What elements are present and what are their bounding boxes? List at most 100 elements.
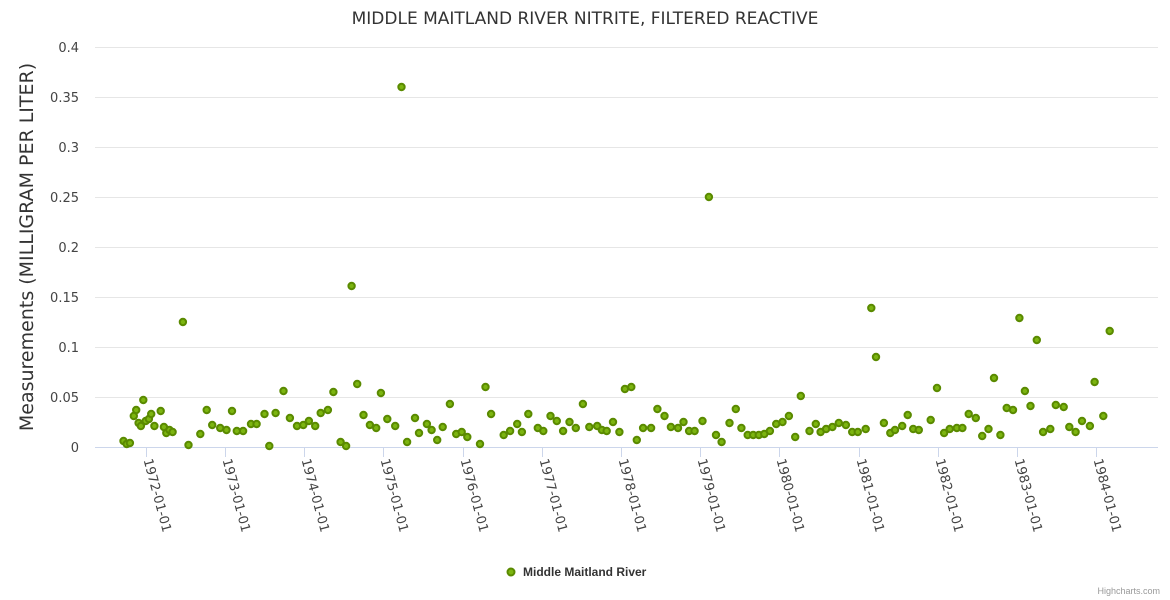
data-point[interactable] <box>1015 313 1024 323</box>
data-point[interactable] <box>834 418 843 428</box>
data-point[interactable] <box>1008 405 1018 415</box>
data-point[interactable] <box>679 417 688 427</box>
data-point[interactable] <box>1085 421 1095 431</box>
data-point[interactable] <box>1032 335 1042 345</box>
data-point[interactable] <box>147 409 156 419</box>
data-point[interactable] <box>311 421 320 431</box>
data-point[interactable] <box>397 82 406 92</box>
data-point[interactable] <box>347 281 356 291</box>
data-point[interactable] <box>260 409 269 419</box>
data-point[interactable] <box>422 419 432 429</box>
data-point[interactable] <box>445 399 455 409</box>
data-point[interactable] <box>353 379 362 389</box>
data-point[interactable] <box>139 395 148 405</box>
data-point[interactable] <box>627 382 636 392</box>
data-point[interactable] <box>524 409 533 419</box>
data-point[interactable] <box>285 413 295 423</box>
data-point[interactable] <box>704 192 714 202</box>
data-point[interactable] <box>486 409 496 419</box>
data-point[interactable] <box>341 441 351 451</box>
data-point[interactable] <box>765 426 775 436</box>
data-point[interactable] <box>427 425 436 435</box>
data-point[interactable] <box>457 427 466 437</box>
data-point[interactable] <box>481 382 490 392</box>
data-point[interactable] <box>778 417 787 427</box>
data-point[interactable] <box>359 410 368 420</box>
data-point[interactable] <box>316 408 325 418</box>
data-point[interactable] <box>926 415 935 425</box>
data-point[interactable] <box>731 404 740 414</box>
data-point[interactable] <box>932 383 942 393</box>
data-point[interactable] <box>517 427 527 437</box>
data-point[interactable] <box>150 421 159 431</box>
data-point[interactable] <box>1065 422 1074 432</box>
data-point[interactable] <box>571 423 580 433</box>
data-point[interactable] <box>737 423 746 433</box>
data-point[interactable] <box>698 416 707 426</box>
data-point[interactable] <box>265 441 274 451</box>
data-point[interactable] <box>299 420 308 430</box>
data-point[interactable] <box>391 421 400 431</box>
data-point[interactable] <box>552 416 561 426</box>
data-point[interactable] <box>632 435 641 445</box>
data-point[interactable] <box>252 419 261 429</box>
data-point[interactable] <box>608 417 618 427</box>
data-point[interactable] <box>438 422 447 432</box>
data-point[interactable] <box>222 425 231 435</box>
data-point[interactable] <box>1051 400 1061 410</box>
data-point[interactable] <box>323 405 333 415</box>
data-point[interactable] <box>433 435 442 445</box>
data-point[interactable] <box>1077 416 1087 426</box>
data-point[interactable] <box>475 439 485 449</box>
data-point[interactable] <box>871 352 881 362</box>
data-point[interactable] <box>156 406 165 416</box>
data-point[interactable] <box>971 413 980 423</box>
data-point[interactable] <box>558 426 568 436</box>
data-point[interactable] <box>791 432 800 442</box>
data-point[interactable] <box>666 422 676 432</box>
data-point[interactable] <box>132 405 141 415</box>
data-point[interactable] <box>513 419 522 429</box>
data-point[interactable] <box>208 420 217 430</box>
data-point[interactable] <box>505 426 515 436</box>
data-point[interactable] <box>565 417 574 427</box>
data-point[interactable] <box>539 426 548 436</box>
data-point[interactable] <box>463 432 472 442</box>
data-point[interactable] <box>903 410 912 420</box>
data-point[interactable] <box>1038 427 1048 437</box>
data-point[interactable] <box>1071 427 1080 437</box>
data-point[interactable] <box>168 427 177 437</box>
data-point[interactable] <box>964 409 973 419</box>
data-point[interactable] <box>329 387 338 397</box>
data-point[interactable] <box>184 440 193 450</box>
data-point[interactable] <box>383 414 392 424</box>
data-point[interactable] <box>914 425 923 435</box>
data-point[interactable] <box>365 420 375 430</box>
data-point[interactable] <box>271 408 280 418</box>
data-point[interactable] <box>178 317 188 327</box>
data-point[interactable] <box>1026 401 1035 411</box>
data-point[interactable] <box>336 437 345 447</box>
data-point[interactable] <box>984 424 993 434</box>
data-point[interactable] <box>711 430 721 440</box>
data-point[interactable] <box>410 413 420 423</box>
data-point[interactable] <box>602 426 611 436</box>
data-point[interactable] <box>725 418 734 428</box>
data-point[interactable] <box>945 424 954 434</box>
data-point[interactable] <box>867 303 876 313</box>
data-point[interactable] <box>1105 326 1114 336</box>
data-point[interactable] <box>238 426 248 436</box>
data-point[interactable] <box>898 421 907 431</box>
data-point[interactable] <box>853 427 862 437</box>
data-point[interactable] <box>1020 386 1030 396</box>
data-point[interactable] <box>279 386 288 396</box>
data-point[interactable] <box>653 404 662 414</box>
data-point[interactable] <box>879 418 889 428</box>
data-point[interactable] <box>304 416 314 426</box>
data-point[interactable] <box>196 429 205 439</box>
data-point[interactable] <box>989 373 999 383</box>
data-point[interactable] <box>796 391 805 401</box>
data-point[interactable] <box>376 388 386 398</box>
data-point[interactable] <box>939 428 949 438</box>
data-point[interactable] <box>578 399 588 409</box>
